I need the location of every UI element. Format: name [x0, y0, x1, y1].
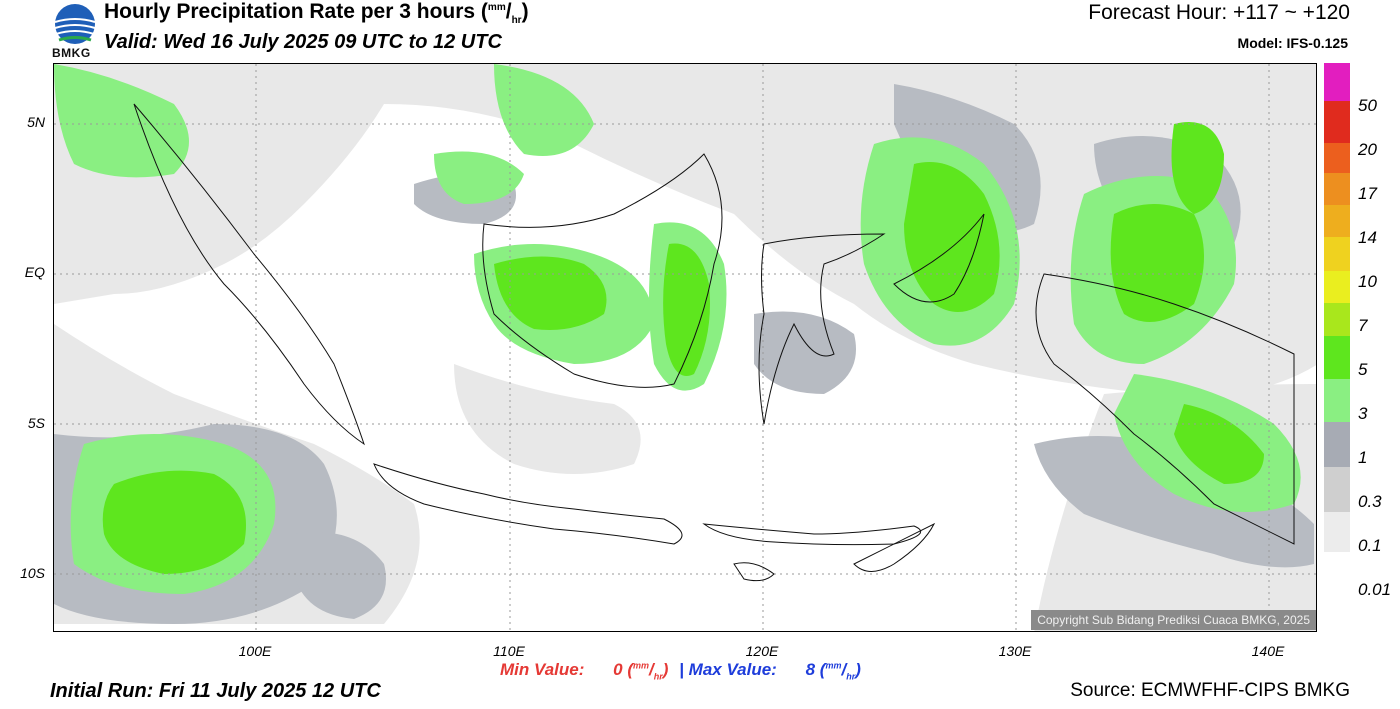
scale-label: 5 [1358, 360, 1368, 379]
scale-label: 0.1 [1358, 536, 1382, 555]
lon-label-120e: 120E [745, 643, 779, 659]
scale-swatch [1324, 271, 1350, 303]
lat-label-5n: 5N [27, 114, 45, 130]
valid-time: Valid: Wed 16 July 2025 09 UTC to 12 UTC [104, 31, 502, 53]
bmkg-logo: BMKG [50, 2, 100, 60]
lat-label-5s: 5S [27, 415, 45, 431]
forecast-hour: Forecast Hour: +117 ~ +120 [1088, 1, 1350, 24]
max-value: 8 [805, 660, 816, 679]
scale-label: 10 [1358, 272, 1377, 291]
map-canvas [54, 64, 1316, 631]
scale-swatch [1324, 336, 1350, 379]
min-max-values: Min Value: 0 (mm/hr) | Max Value: 8 (mm/… [500, 660, 861, 682]
min-value: 0 [613, 660, 623, 679]
initial-run: Initial Run: Fri 11 July 2025 12 UTC [50, 680, 381, 702]
scale-label: 3 [1358, 404, 1368, 423]
copyright-notice: Copyright Sub Bidang Prediksi Cuaca BMKG… [1031, 610, 1316, 630]
scale-swatch [1324, 237, 1350, 271]
scale-label: 14 [1358, 228, 1377, 247]
title-unit-hr: hr [511, 15, 522, 27]
lat-label-10s: 10S [20, 565, 45, 581]
scale-label: 0.01 [1358, 580, 1392, 599]
scale-label: 0.3 [1358, 492, 1382, 511]
title-unit-mm: mm [487, 2, 506, 13]
map-title: Hourly Precipitation Rate per 3 hours (m… [104, 0, 529, 27]
max-unit-mm: mm [825, 660, 842, 671]
scale-swatch [1324, 143, 1350, 173]
scale-label: 7 [1358, 316, 1368, 335]
model-label: Model: IFS-0.125 [1237, 35, 1348, 51]
data-source: Source: ECMWFHF-CIPS BMKG [1070, 680, 1350, 701]
bmkg-logo-icon [54, 4, 96, 44]
title-text: Hourly Precipitation Rate per 3 hours [104, 0, 476, 23]
lon-label-110e: 110E [493, 643, 525, 659]
min-unit-hr: hr [653, 671, 663, 682]
scale-swatch [1324, 303, 1350, 336]
min-unit-mm: mm [633, 660, 650, 671]
scale-label: 1 [1358, 448, 1368, 467]
color-scale-bar [1324, 63, 1350, 552]
scale-label: 20 [1358, 140, 1377, 159]
scale-swatch [1324, 173, 1350, 205]
scale-swatch [1324, 422, 1350, 467]
logo-text: BMKG [52, 46, 91, 60]
scale-label: 17 [1358, 184, 1377, 203]
lon-label-140e: 140E [1251, 643, 1285, 659]
max-label: Max Value: [688, 660, 777, 679]
scale-label: 50 [1358, 96, 1377, 115]
min-max-separator: | [679, 660, 684, 679]
scale-swatch [1324, 205, 1350, 237]
scale-swatch [1324, 63, 1350, 101]
lon-label-100e: 100E [238, 643, 272, 659]
min-label: Min Value: [500, 660, 585, 679]
lat-label-eq: EQ [24, 264, 45, 280]
scale-swatch [1324, 467, 1350, 512]
scale-swatch [1324, 101, 1350, 143]
scale-swatch [1324, 379, 1350, 422]
precipitation-map [53, 63, 1317, 632]
scale-swatch [1324, 512, 1350, 552]
lon-label-130e: 130E [998, 643, 1032, 659]
max-unit-hr: hr [846, 671, 856, 682]
